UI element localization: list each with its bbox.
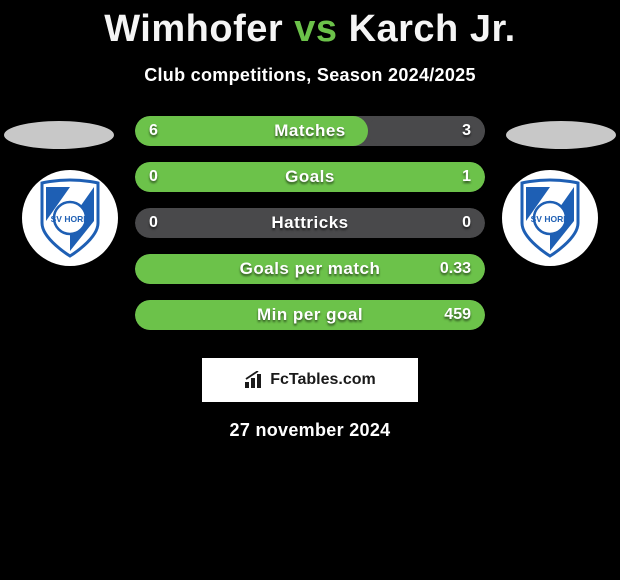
stat-row: Matches6 3 bbox=[135, 116, 485, 146]
comparison-content: SV HORN SV HORN Matches63Goals01Hattrick… bbox=[0, 116, 620, 346]
vs-text: vs bbox=[294, 8, 337, 50]
subtitle: Club competitions, Season 2024/2025 bbox=[0, 65, 620, 86]
date-text: 27 november 2024 bbox=[0, 420, 620, 441]
stat-value-left: 6 bbox=[149, 116, 158, 146]
stat-row: Goals0 1 bbox=[135, 162, 485, 192]
stat-label: Goals per match bbox=[135, 254, 485, 284]
club-crest-right: SV HORN bbox=[502, 170, 598, 266]
stat-label: Goals bbox=[135, 162, 485, 192]
brand-prefix: Fc bbox=[270, 371, 289, 388]
stat-value-left: 0 bbox=[149, 162, 158, 192]
svg-text:SV HORN: SV HORN bbox=[531, 214, 570, 224]
stat-value-right: 3 bbox=[462, 116, 471, 146]
stat-label: Matches bbox=[135, 116, 485, 146]
stat-row: Min per goal459 bbox=[135, 300, 485, 330]
bars-icon bbox=[244, 371, 266, 389]
stat-row: Hattricks0 0 bbox=[135, 208, 485, 238]
stat-label: Min per goal bbox=[135, 300, 485, 330]
shadow-ellipse-left bbox=[4, 121, 114, 149]
crest-shield-right: SV HORN bbox=[514, 177, 586, 259]
comparison-title: Wimhofer vs Karch Jr. bbox=[0, 0, 620, 51]
stat-label: Hattricks bbox=[135, 208, 485, 238]
player2-name: Karch Jr. bbox=[349, 8, 516, 50]
stat-value-left: 0 bbox=[149, 208, 158, 238]
player1-name: Wimhofer bbox=[104, 8, 283, 50]
stat-row: Goals per match0.33 bbox=[135, 254, 485, 284]
crest-shield-left: SV HORN bbox=[34, 177, 106, 259]
brand-text: FcTables.com bbox=[270, 371, 376, 389]
comparison-bars: Matches63Goals01Hattricks00Goals per mat… bbox=[135, 116, 485, 346]
stat-value-right: 1 bbox=[462, 162, 471, 192]
club-crest-left: SV HORN bbox=[22, 170, 118, 266]
shadow-ellipse-right bbox=[506, 121, 616, 149]
footer-brand: FcTables.com bbox=[244, 371, 376, 389]
footer-brand-box: FcTables.com bbox=[202, 358, 418, 402]
brand-suffix: Tables.com bbox=[289, 371, 376, 388]
stat-value-right: 0.33 bbox=[440, 254, 471, 284]
stat-value-right: 0 bbox=[462, 208, 471, 238]
stat-value-right: 459 bbox=[444, 300, 471, 330]
svg-text:SV HORN: SV HORN bbox=[51, 214, 90, 224]
